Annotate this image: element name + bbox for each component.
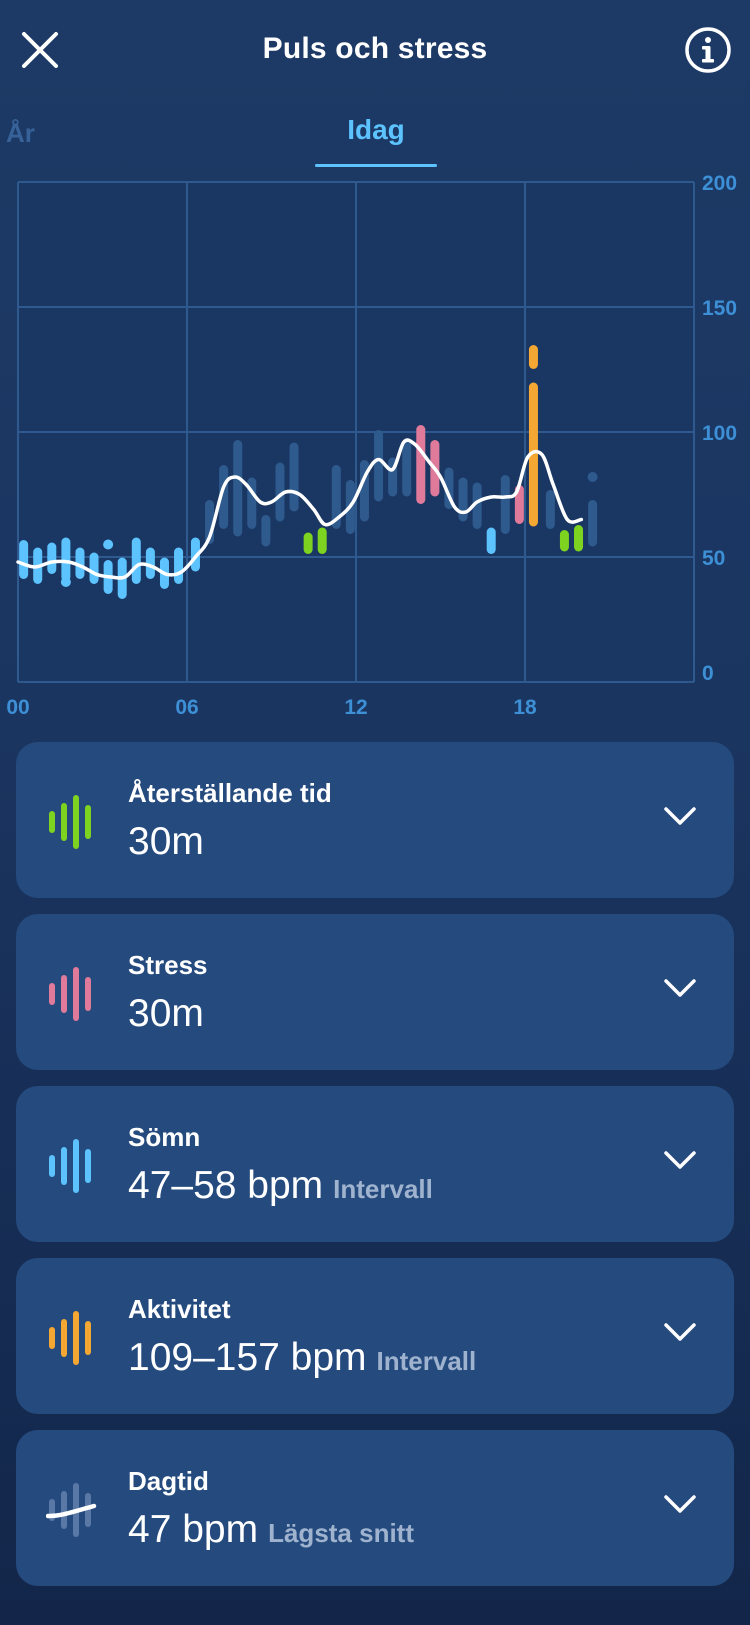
card-value-text: 47 bpm (128, 1508, 259, 1551)
y-tick-label: 150 (702, 297, 737, 320)
y-tick-label: 100 (702, 422, 737, 445)
sleep-bars-icon (49, 1139, 91, 1193)
chevron-down-icon[interactable] (662, 1320, 698, 1344)
card-recovery[interactable]: Återställande tid 30m (16, 742, 734, 898)
daytime-average-line (16, 438, 584, 580)
card-value: 47–58 bpm Intervall (128, 1164, 433, 1208)
card-label: Återställande tid (128, 778, 332, 808)
card-value-text: 30m (128, 992, 204, 1035)
card-value-suffix: Intervall (376, 1346, 477, 1376)
activity-bars-icon (49, 1311, 91, 1365)
page-title: Puls och stress (262, 32, 488, 65)
card-value-suffix: Lägsta snitt (268, 1518, 415, 1548)
y-tick-label: 200 (702, 172, 737, 195)
daytime-line-icon (46, 1483, 97, 1537)
close-icon (22, 32, 58, 68)
y-tick-label: 0 (702, 662, 714, 685)
card-label: Stress (128, 950, 208, 980)
x-tick-label: 00 (6, 696, 29, 719)
chevron-down-icon[interactable] (662, 1148, 698, 1172)
card-daytime[interactable]: Dagtid 47 bpm Lägsta snitt (16, 1430, 734, 1586)
chart-dot-other (587, 472, 598, 482)
card-label: Sömn (128, 1122, 201, 1152)
chart-dot-sleep (60, 577, 71, 587)
info-button[interactable] (684, 26, 732, 74)
heart-rate-chart: 0 50 100 150 200 00 06 12 18 (0, 166, 750, 726)
chevron-down-icon[interactable] (662, 804, 698, 828)
x-tick-label: 18 (513, 696, 537, 719)
card-value: 30m (128, 992, 204, 1036)
card-value-suffix: Intervall (333, 1174, 433, 1204)
stress-bars-icon (49, 967, 91, 1021)
x-tick-label: 12 (344, 696, 367, 719)
top-bar: Puls och stress (0, 0, 750, 100)
chevron-down-icon[interactable] (662, 1492, 698, 1516)
period-tabs: År Idag (0, 100, 750, 167)
card-value-text: 30m (128, 820, 204, 863)
recovery-bars-icon (49, 795, 91, 849)
card-activity[interactable]: Aktivitet 109–157 bpm Intervall (16, 1258, 734, 1414)
x-tick-label: 06 (175, 696, 198, 719)
chart-dot-sleep (103, 539, 114, 550)
card-value: 30m (128, 820, 204, 864)
info-icon (685, 27, 731, 73)
card-value: 47 bpm Lägsta snitt (128, 1508, 414, 1552)
card-value: 109–157 bpm Intervall (128, 1336, 476, 1380)
card-label: Dagtid (128, 1466, 209, 1496)
card-value-text: 47–58 bpm (128, 1164, 324, 1207)
close-button[interactable] (18, 28, 62, 72)
card-label: Aktivitet (128, 1294, 231, 1324)
tab-year[interactable]: År (6, 118, 35, 148)
chevron-down-icon[interactable] (662, 976, 698, 1000)
summary-cards: Återställande tid 30m Stress 30m Sömn 47… (16, 742, 734, 1602)
card-sleep[interactable]: Sömn 47–58 bpm Intervall (16, 1086, 734, 1242)
icon-line (46, 1503, 97, 1519)
card-value-text: 109–157 bpm (128, 1336, 367, 1379)
tab-active-indicator (315, 164, 437, 167)
y-tick-label: 50 (702, 547, 725, 570)
card-stress[interactable]: Stress 30m (16, 914, 734, 1070)
heart-rate-chart-svg: 0 50 100 150 200 00 06 12 18 (6, 172, 737, 719)
tab-today[interactable]: Idag (347, 114, 405, 145)
